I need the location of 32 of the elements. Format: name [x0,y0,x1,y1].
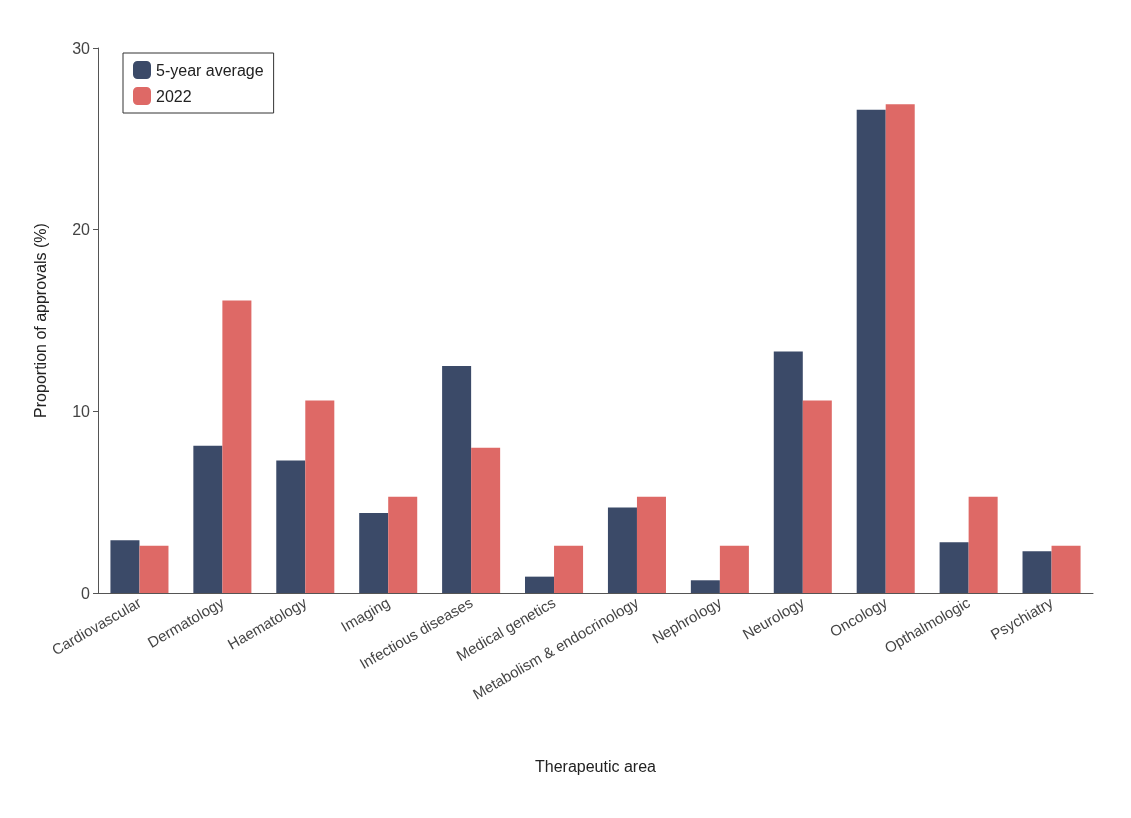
bar [636,496,666,593]
x-axis-title: Therapeutic area [535,757,657,775]
bar [1022,551,1052,593]
y-tick-label: 10 [72,402,91,420]
y-tick-label: 20 [72,221,91,239]
bar [802,400,832,593]
bar [554,545,584,593]
bar [471,447,501,593]
legend-label: 2022 [156,87,192,105]
bar [690,580,720,593]
bar [885,104,915,593]
bar [939,542,969,593]
y-tick-label: 0 [81,584,91,602]
legend-label: 5-year average [156,61,264,79]
y-tick-label: 30 [72,39,91,57]
bar [968,496,998,593]
bar [139,545,169,593]
bar [607,507,637,593]
bar [773,351,803,593]
bar [359,513,389,593]
bar [276,460,306,593]
bar [442,365,472,593]
bar [388,496,418,593]
bar [305,400,335,593]
bar [719,545,749,593]
bar [1051,545,1081,593]
bar [222,300,252,593]
bar [110,540,140,593]
bar [193,445,223,593]
bar [856,109,886,593]
bar [525,576,555,593]
y-axis-title: Proportion of approvals (%) [31,223,49,418]
